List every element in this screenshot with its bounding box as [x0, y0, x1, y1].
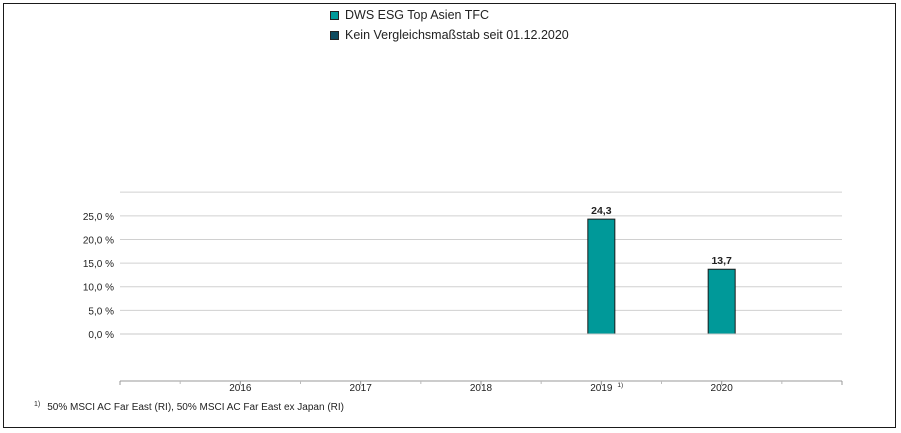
bar	[587, 218, 616, 335]
legend-swatch-fund	[330, 10, 339, 20]
chart-legend: DWS ESG Top Asien TFC Kein Vergleichsmaß…	[330, 5, 569, 45]
data-label: 24,3	[591, 205, 612, 217]
x-tick-footnote-marker: 1)	[617, 382, 623, 389]
footnote: 1) 50% MSCI AC Far East (RI), 50% MSCI AC…	[34, 401, 344, 413]
y-tick-label: 0,0 %	[88, 330, 114, 341]
footnote-marker: 1)	[34, 401, 41, 408]
legend-item-benchmark: Kein Vergleichsmaßstab seit 01.12.2020	[330, 25, 569, 45]
x-tick-label: 2018	[470, 383, 493, 394]
y-tick-label: 25,0 %	[83, 212, 114, 223]
x-tick-label: 2017	[350, 383, 373, 394]
x-tick-label: 2016	[229, 383, 252, 394]
bar	[707, 268, 736, 335]
legend-label-fund: DWS ESG Top Asien TFC	[345, 8, 490, 22]
x-tick-label: 2019	[590, 383, 613, 394]
y-tick-label: 15,0 %	[83, 259, 114, 270]
legend-item-fund: DWS ESG Top Asien TFC	[330, 5, 569, 25]
footnote-text: 50% MSCI AC Far East (RI), 50% MSCI AC F…	[47, 402, 344, 413]
legend-label-benchmark: Kein Vergleichsmaßstab seit 01.12.2020	[345, 28, 569, 42]
y-tick-label: 20,0 %	[83, 235, 114, 246]
x-tick-label: 2020	[711, 383, 734, 394]
y-tick-label: 5,0 %	[88, 306, 114, 317]
y-tick-label: 10,0 %	[83, 283, 114, 294]
legend-swatch-benchmark	[330, 30, 339, 40]
data-label: 13,7	[711, 255, 732, 267]
